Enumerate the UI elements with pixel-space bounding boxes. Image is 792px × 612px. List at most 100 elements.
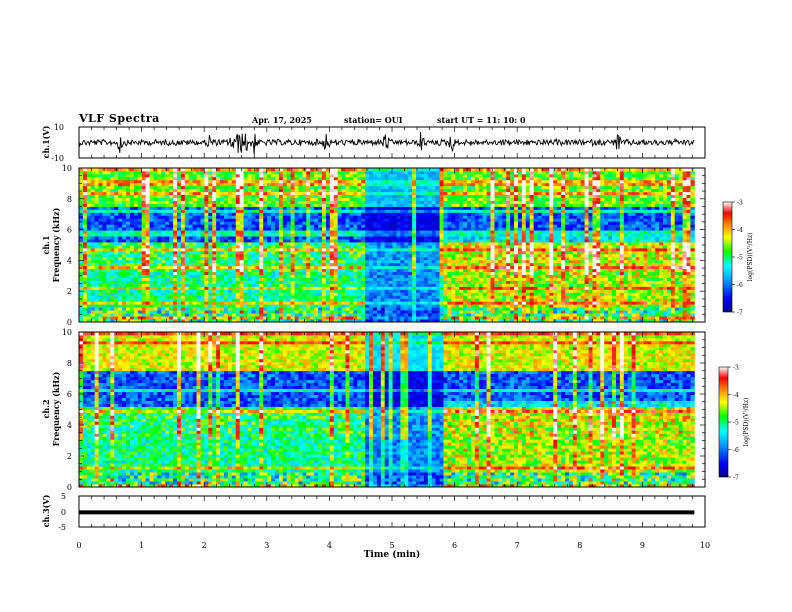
spectrogram-cell bbox=[392, 200, 397, 204]
spectrogram-cell bbox=[247, 250, 252, 255]
spectrogram-cell bbox=[169, 224, 174, 228]
spectrogram-cell bbox=[318, 212, 323, 216]
spectrogram-cell bbox=[349, 304, 354, 308]
spectrogram-cell bbox=[271, 170, 276, 175]
spectrogram-cell bbox=[188, 298, 194, 302]
spectrogram-cell bbox=[341, 185, 346, 190]
spectrogram-cell bbox=[231, 182, 237, 187]
spectrogram-cell bbox=[141, 283, 147, 287]
spectrogram-cell bbox=[255, 179, 260, 184]
spectrogram-cell bbox=[165, 206, 170, 210]
spectrogram-cell bbox=[310, 253, 315, 258]
spectrogram-cell bbox=[314, 301, 319, 305]
spectrogram-cell bbox=[278, 310, 284, 314]
spectrogram-cell bbox=[79, 233, 84, 237]
spectrogram-cell bbox=[196, 206, 201, 210]
spectrogram-cell bbox=[208, 197, 213, 201]
spectrogram-cell bbox=[349, 224, 354, 228]
spectrogram-cell bbox=[353, 179, 358, 184]
spectrogram-cell bbox=[247, 265, 252, 270]
spectrogram-cell bbox=[431, 262, 437, 267]
spectrogram-cell bbox=[153, 268, 158, 273]
spectrogram-cell bbox=[259, 310, 264, 314]
spectrogram-cell bbox=[349, 319, 354, 323]
spectrogram-cell bbox=[173, 239, 178, 243]
spectrogram-cell bbox=[306, 271, 311, 276]
spectrogram-cell bbox=[400, 230, 405, 234]
spectrogram-cell bbox=[412, 212, 417, 216]
spectrogram-cell bbox=[435, 271, 440, 276]
spectrogram-cell bbox=[310, 176, 315, 181]
spectrogram-cell bbox=[259, 212, 264, 216]
spectrogram-cell bbox=[153, 307, 158, 311]
spectrogram-cell bbox=[247, 292, 252, 296]
spectrogram-cell bbox=[165, 233, 170, 237]
spectrogram-cell bbox=[392, 242, 397, 246]
spectrogram-cell bbox=[396, 209, 401, 213]
spectrogram-cell bbox=[349, 212, 354, 216]
spectrogram-cell bbox=[235, 176, 241, 181]
spectrogram-cell bbox=[278, 242, 284, 246]
spectrogram-cell bbox=[137, 191, 143, 196]
spectrogram-cell bbox=[329, 227, 335, 231]
spectrogram-cell bbox=[157, 200, 162, 204]
spectrogram-cell bbox=[161, 224, 166, 228]
spectrogram-cell bbox=[165, 253, 170, 258]
spectrogram-cell bbox=[259, 176, 264, 181]
spectrogram-cell bbox=[412, 233, 417, 237]
spectrogram-cell bbox=[380, 182, 386, 187]
spectrogram-cell bbox=[90, 262, 96, 267]
spectrogram-cell bbox=[176, 313, 182, 317]
spectrogram-cell bbox=[325, 242, 331, 246]
spectrogram-cell bbox=[118, 307, 123, 311]
spectrogram-cell bbox=[345, 274, 350, 278]
spectrogram-cell bbox=[423, 271, 429, 276]
spectrogram-cell bbox=[102, 233, 107, 237]
spectrogram-cell bbox=[388, 218, 393, 222]
spectrogram-cell bbox=[333, 310, 339, 314]
spectrogram-cell bbox=[220, 298, 225, 302]
spectrogram-cell bbox=[357, 307, 362, 311]
spectrogram-cell bbox=[349, 239, 354, 243]
spectrogram-cell bbox=[231, 301, 237, 305]
spectrogram-cell bbox=[302, 310, 307, 314]
spectrogram-cell bbox=[400, 206, 405, 210]
spectrogram-cell bbox=[118, 182, 123, 187]
spectrogram-cell bbox=[196, 301, 201, 305]
spectrogram-cell bbox=[419, 227, 425, 231]
spectrogram-cell bbox=[294, 295, 299, 299]
spectrogram-cell bbox=[333, 280, 339, 284]
spectrogram-cell bbox=[349, 298, 354, 302]
spectrogram-cell bbox=[231, 259, 237, 264]
spectrogram-cell bbox=[145, 182, 150, 187]
spectrogram-cell bbox=[118, 295, 123, 299]
spectrogram-cell bbox=[227, 212, 233, 216]
spectrogram-cell bbox=[286, 289, 292, 293]
spectrogram-cell bbox=[325, 250, 331, 255]
spectrogram-cell bbox=[79, 194, 84, 199]
spectrogram-cell bbox=[145, 319, 150, 323]
spectrogram-cell bbox=[98, 256, 103, 261]
spectrogram-cell bbox=[259, 283, 264, 287]
spectrogram-cell bbox=[388, 313, 393, 317]
spectrogram-cell bbox=[286, 227, 292, 231]
spectrogram-cell bbox=[322, 319, 327, 323]
spectrogram-cell bbox=[259, 301, 264, 305]
spectrogram-cell bbox=[212, 173, 217, 178]
spectrogram-cell bbox=[243, 247, 248, 252]
spectrogram-cell bbox=[231, 268, 237, 273]
spectrogram-cell bbox=[149, 239, 154, 243]
spectrogram-cell bbox=[196, 242, 201, 246]
spectrogram-cell bbox=[157, 209, 162, 213]
spectrogram-cell bbox=[82, 262, 88, 267]
spectrogram-cell bbox=[82, 283, 88, 287]
spectrogram-cell bbox=[427, 265, 433, 270]
spectrogram-cell bbox=[129, 280, 135, 284]
spectrogram-cell bbox=[204, 227, 209, 231]
spectrogram-cell bbox=[224, 292, 229, 296]
spectrogram-cell bbox=[118, 271, 123, 276]
spectrogram-cell bbox=[184, 280, 190, 284]
spectrogram-cell bbox=[180, 209, 186, 213]
spectrogram-cell bbox=[86, 170, 92, 175]
spectrogram-cell bbox=[427, 188, 433, 193]
